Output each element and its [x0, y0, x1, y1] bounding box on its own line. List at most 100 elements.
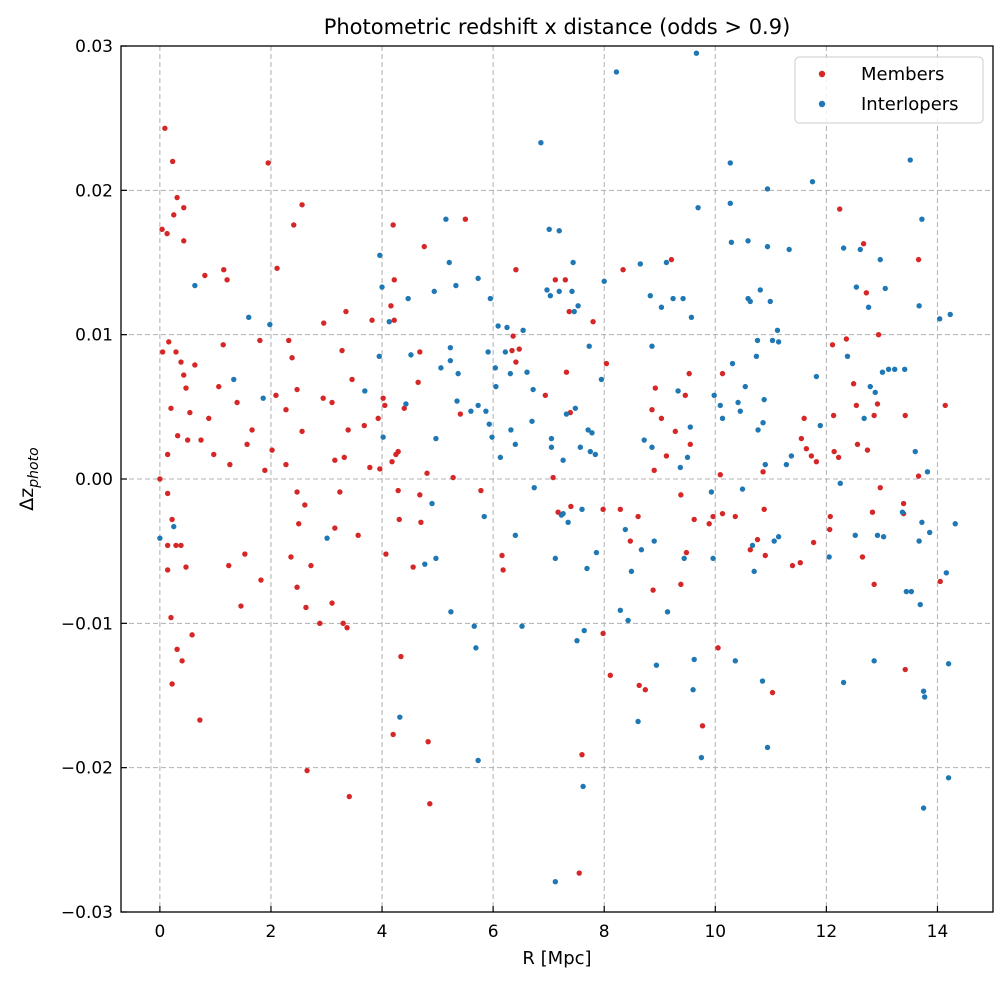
point-interlopers: [508, 427, 514, 433]
point-members: [183, 564, 189, 570]
point-members: [269, 447, 275, 453]
point-members: [283, 407, 289, 413]
point-members: [513, 267, 519, 273]
point-members: [391, 317, 397, 323]
point-interlopers: [246, 314, 252, 321]
point-members: [874, 401, 881, 407]
point-interlopers: [570, 259, 576, 266]
point-members: [390, 731, 396, 738]
point-interlopers: [601, 278, 607, 284]
point-interlopers: [912, 448, 918, 455]
point-interlopers: [711, 392, 717, 398]
point-members: [329, 600, 335, 606]
point-members: [159, 349, 166, 355]
point-interlopers: [691, 656, 697, 663]
point-members: [244, 441, 250, 448]
point-members: [754, 536, 761, 543]
point-interlopers: [422, 561, 428, 567]
point-members: [159, 226, 165, 233]
point-interlopers: [574, 637, 580, 644]
point-members: [642, 687, 649, 693]
point-interlopers: [531, 484, 537, 491]
point-interlopers: [837, 480, 843, 487]
point-members: [417, 492, 423, 498]
point-members: [668, 256, 675, 263]
point-interlopers: [581, 627, 587, 634]
point-interlopers: [728, 239, 735, 245]
point-members: [937, 578, 943, 585]
point-interlopers: [688, 314, 695, 321]
point-interlopers: [903, 588, 910, 595]
point-interlopers: [764, 186, 771, 192]
grid: [121, 46, 993, 912]
point-interlopers: [538, 140, 544, 146]
point-interlopers: [502, 349, 509, 355]
point-members: [169, 681, 175, 687]
point-members: [164, 567, 171, 573]
point-members: [391, 277, 397, 283]
point-members: [216, 383, 222, 390]
point-members: [550, 474, 556, 481]
point-interlopers: [747, 298, 753, 305]
point-interlopers: [563, 411, 570, 417]
point-members: [377, 466, 383, 472]
point-members: [202, 272, 208, 279]
point-interlopers: [577, 444, 584, 450]
point-interlopers: [431, 288, 437, 295]
point-interlopers: [397, 714, 403, 720]
point-members: [157, 476, 163, 482]
point-interlopers: [520, 327, 526, 334]
point-members: [686, 370, 692, 377]
point-interlopers: [483, 408, 489, 414]
point-interlopers: [524, 369, 530, 375]
point-interlopers: [530, 386, 536, 393]
point-members: [827, 526, 833, 533]
point-members: [291, 222, 297, 228]
point-interlopers: [813, 373, 820, 380]
point-members: [603, 360, 610, 367]
legend-label-members: Members: [861, 64, 944, 85]
point-members: [699, 723, 706, 729]
point-interlopers: [547, 292, 554, 299]
point-members: [369, 317, 375, 323]
point-members: [801, 415, 807, 422]
point-interlopers: [924, 469, 931, 475]
point-interlopers: [571, 308, 577, 315]
point-members: [650, 587, 656, 593]
point-interlopers: [638, 547, 645, 553]
point-members: [516, 346, 522, 352]
point-members: [417, 349, 423, 355]
point-members: [320, 395, 326, 401]
point-interlopers: [879, 369, 886, 375]
chart-title: Photometric redshift x distance (odds > …: [324, 15, 791, 39]
point-members: [383, 551, 389, 557]
point-members: [542, 392, 549, 398]
point-interlopers: [788, 453, 795, 459]
point-interlopers: [653, 662, 660, 668]
point-interlopers: [625, 617, 631, 624]
point-members: [568, 503, 574, 510]
point-interlopers: [572, 405, 579, 411]
point-members: [853, 402, 860, 409]
point-members: [221, 267, 227, 273]
point-interlopers: [690, 687, 696, 693]
point-interlopers: [635, 718, 641, 725]
point-members: [166, 339, 172, 345]
point-interlopers: [917, 601, 923, 608]
point-members: [563, 369, 570, 375]
legend: Members Interlopers: [794, 56, 984, 124]
point-members: [552, 277, 559, 283]
point-members: [184, 437, 191, 443]
point-members: [257, 337, 263, 344]
point-interlopers: [877, 256, 883, 263]
point-interlopers: [916, 303, 922, 309]
point-members: [249, 427, 255, 433]
point-members: [224, 277, 230, 283]
point-members: [942, 402, 948, 409]
point-interlopers: [448, 609, 454, 615]
point-members: [187, 409, 193, 416]
point-interlopers: [447, 357, 454, 364]
point-interlopers: [447, 344, 454, 351]
point-members: [317, 620, 323, 627]
point-interlopers: [497, 454, 504, 461]
